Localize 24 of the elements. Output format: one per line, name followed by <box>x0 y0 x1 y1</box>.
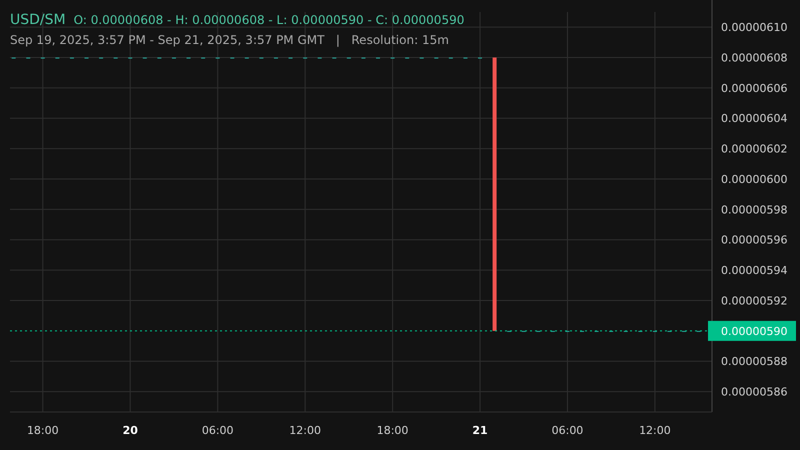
x-tick-label: 18:00 <box>26 424 59 437</box>
x-tick-label: 18:00 <box>376 424 408 437</box>
y-tick-label: 0.00000598 <box>721 203 788 216</box>
y-tick-label: 0.00000600 <box>721 172 788 186</box>
annotation: O: 0.00000608 - H: 0.00000608 - L: 0.00000590 - C: 0.00000590 <box>74 13 464 27</box>
x-tick-label: 12:00 <box>289 424 321 437</box>
x-tick-label: 20 <box>122 424 138 437</box>
x-tick-label: 06:00 <box>552 424 584 437</box>
x-tick-label: 21 <box>472 424 488 437</box>
y-tick-label: 0.00000594 <box>721 264 788 278</box>
y-tick-label: 0.00000606 <box>721 82 788 95</box>
x-tick-label: 06:00 <box>202 424 234 437</box>
y-tick-label: 0.00000592 <box>721 294 788 308</box>
text: Sep 19, 2025, 3:57 PM - Sep 21, 2025, 3:57 PM GMT | Resolution: 15m <box>10 33 449 47</box>
chart-title: USD/SM <box>10 12 66 28</box>
ref-line-label: 0.00000590 <box>721 324 788 338</box>
y-tick-label: 0.00000604 <box>721 112 788 126</box>
y-tick-label: 0.00000596 <box>721 234 788 247</box>
y-tick-label: 0.00000602 <box>721 142 788 156</box>
y-tick-label: 0.00000608 <box>721 51 788 64</box>
y-tick-label: 0.00000586 <box>721 386 788 398</box>
y-tick-label: 0.00000610 <box>721 21 788 34</box>
y-tick-label: 0.00000588 <box>721 355 788 368</box>
x-tick-label: 12:00 <box>639 424 671 437</box>
